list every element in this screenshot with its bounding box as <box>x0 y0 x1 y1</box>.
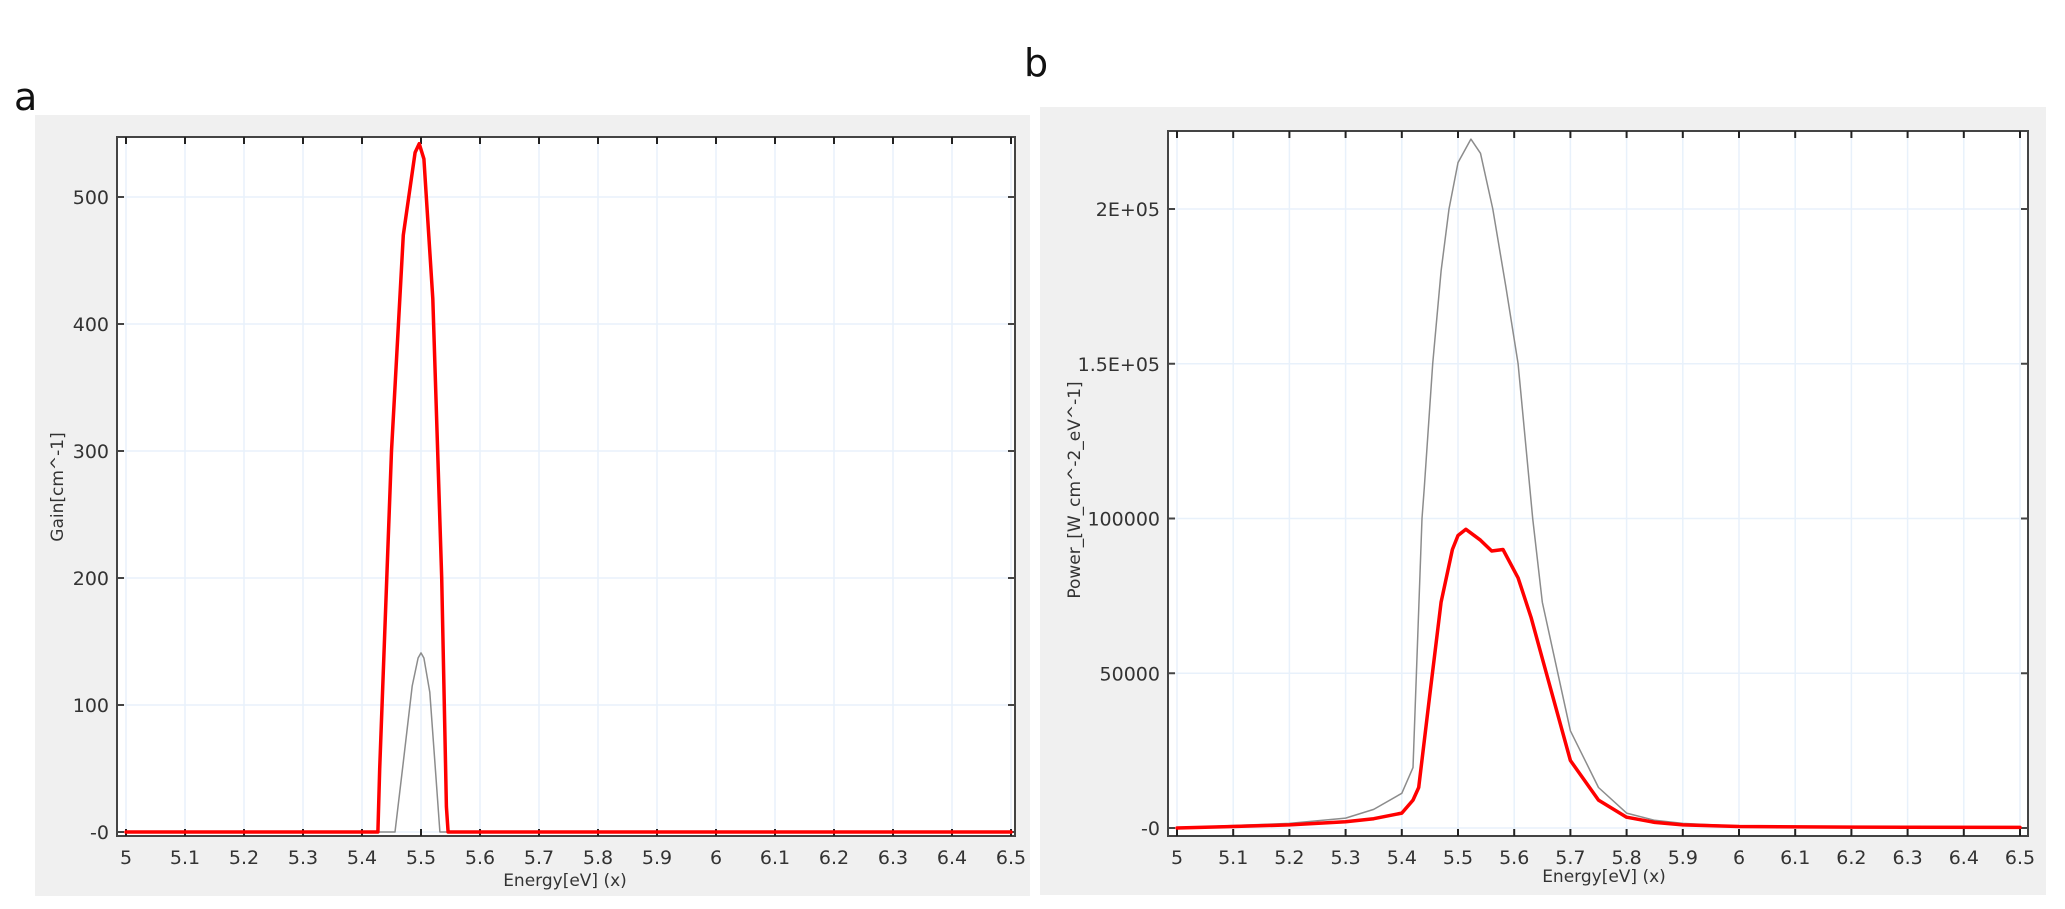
y-ticks-a: -0 100 200 300 400 500 <box>73 187 1015 844</box>
x-tick-label: 6.3 <box>878 847 908 869</box>
y-tick-label: 50000 <box>1100 663 1160 685</box>
y-tick-label: 500 <box>73 187 109 209</box>
x-tick-label: 6 <box>1733 847 1745 869</box>
grid-a <box>117 137 1015 836</box>
y-tick-label: -0 <box>90 822 109 844</box>
y-tick-label: 1.5E+05 <box>1078 354 1160 376</box>
panel-a-label: a <box>14 75 38 119</box>
x-ticks-a: 5 5.1 5.2 5.3 5.4 5.5 5.6 5.7 5.8 5.9 6 6.1 6.2 6.3 6.… <box>120 137 1026 869</box>
y-axis-title-a: Gain[cm^-1] <box>48 432 68 541</box>
y-tick-label: 200 <box>73 568 109 590</box>
x-axis-title-a: Energy[eV] (x) <box>503 871 627 891</box>
x-tick-label: 5.4 <box>1387 847 1417 869</box>
y-tick-label: 100 <box>73 695 109 717</box>
x-tick-label: 5.3 <box>1330 847 1360 869</box>
x-tick-label: 5.5 <box>1443 847 1473 869</box>
x-tick-label: 5.7 <box>1555 847 1585 869</box>
series-gray-line <box>125 652 1012 833</box>
x-tick-label: 6.5 <box>996 847 1026 869</box>
x-tick-label: 5.5 <box>406 847 436 869</box>
x-tick-label: 5.1 <box>1218 847 1248 869</box>
x-tick-label: 5 <box>120 847 132 869</box>
x-tick-label: 6.4 <box>1949 847 1979 869</box>
panel-b-label: b <box>1024 41 1049 85</box>
y-tick-label: 400 <box>73 314 109 336</box>
series-b <box>1175 138 2022 830</box>
x-tick-label: 5.9 <box>1668 847 1698 869</box>
grid-b <box>1168 131 2028 836</box>
x-tick-label: 6.4 <box>937 847 967 869</box>
series-red-line <box>1175 527 2022 830</box>
x-tick-label: 5.3 <box>288 847 318 869</box>
y-tick-label: 100000 <box>1087 509 1160 531</box>
x-tick-label: 6.2 <box>819 847 849 869</box>
x-tick-label: 5.6 <box>1499 847 1529 869</box>
x-tick-label: 6.1 <box>1780 847 1810 869</box>
x-tick-label: 5.6 <box>465 847 495 869</box>
x-tick-label: 6.3 <box>1892 847 1922 869</box>
x-tick-label: 5.2 <box>1274 847 1304 869</box>
series-red-line <box>124 141 1013 834</box>
x-tick-label: 5.8 <box>583 847 613 869</box>
x-tick-label: 5.9 <box>642 847 672 869</box>
x-tick-label: 5.4 <box>347 847 377 869</box>
x-tick-label: 6.1 <box>760 847 790 869</box>
y-tick-label: -0 <box>1141 818 1160 840</box>
x-tick-label: 5 <box>1171 847 1183 869</box>
series-a <box>124 141 1013 834</box>
x-tick-label: 5.7 <box>524 847 554 869</box>
x-axis-title-b: Energy[eV] (x) <box>1542 867 1666 887</box>
x-tick-label: 6.5 <box>2005 847 2035 869</box>
y-tick-label: 2E+05 <box>1096 199 1160 221</box>
x-tick-label: 6 <box>710 847 722 869</box>
plot-area-a <box>116 136 1016 837</box>
y-ticks-b: -0 50000 100000 1.5E+05 2E+05 <box>1078 199 2028 840</box>
x-tick-label: 5.2 <box>229 847 259 869</box>
x-ticks-b: 5 5.1 5.2 5.3 5.4 5.5 5.6 5.7 5.8 5.9 6 6.1 6.2 6.3 6.… <box>1171 131 2035 869</box>
y-axis-title-b: Power_[W_cm^-2_eV^-1] <box>1065 381 1085 598</box>
x-tick-label: 6.2 <box>1836 847 1866 869</box>
x-tick-label: 5.8 <box>1611 847 1641 869</box>
x-tick-label: 5.1 <box>170 847 200 869</box>
plot-area-b <box>1167 130 2029 837</box>
series-gray-line <box>1176 138 2021 829</box>
y-tick-label: 300 <box>73 441 109 463</box>
